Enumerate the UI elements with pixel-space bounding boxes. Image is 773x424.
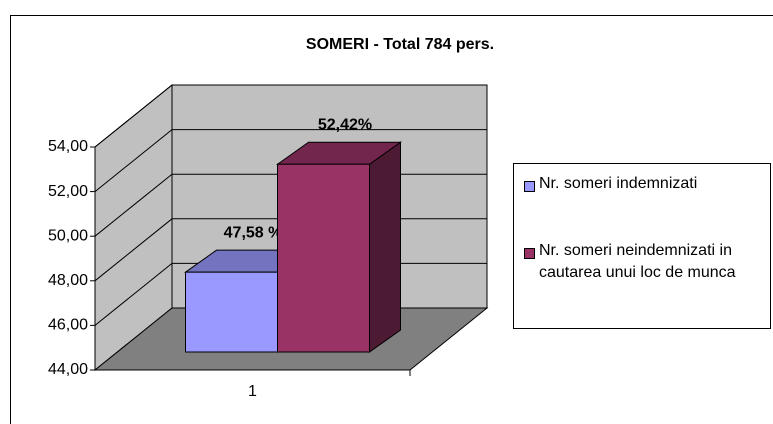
- y-tick-label: 48,00: [48, 272, 88, 289]
- legend-label: Nr. someri indemnizati: [539, 175, 698, 192]
- legend-label: Nr. someri neindemnizati in cautarea unu…: [539, 242, 736, 281]
- bar-side: [369, 141, 401, 353]
- legend-item: Nr. someri indemnizati: [524, 175, 773, 195]
- y-tick-label: 46,00: [48, 317, 88, 334]
- grid-line: [94, 84, 487, 148]
- plot: 44,00 46,00 48,00 50,00 52,00 54,00 1 47,58 % 52…: [48, 83, 489, 400]
- y-tick-label: 44,00: [48, 361, 88, 378]
- x-tick-label: 1: [248, 383, 257, 400]
- grid-line: [94, 129, 487, 192]
- legend: Nr. someri indemnizati Nr. someri neindem…: [513, 163, 771, 329]
- legend-swatch: [524, 248, 535, 259]
- data-label: 47,58 %: [224, 224, 283, 241]
- bar: [277, 163, 370, 353]
- y-tick-label: 52,00: [48, 183, 88, 200]
- chart-title: SOMERI - Total 784 pers.: [306, 36, 494, 53]
- bar: [185, 271, 278, 353]
- y-tick-label: 50,00: [48, 227, 88, 244]
- data-label: 52,42%: [318, 116, 372, 133]
- legend-item: Nr. someri neindemnizati in cautarea unu…: [524, 242, 773, 284]
- y-tick-label: 54,00: [48, 138, 88, 155]
- legend-swatch: [524, 181, 535, 192]
